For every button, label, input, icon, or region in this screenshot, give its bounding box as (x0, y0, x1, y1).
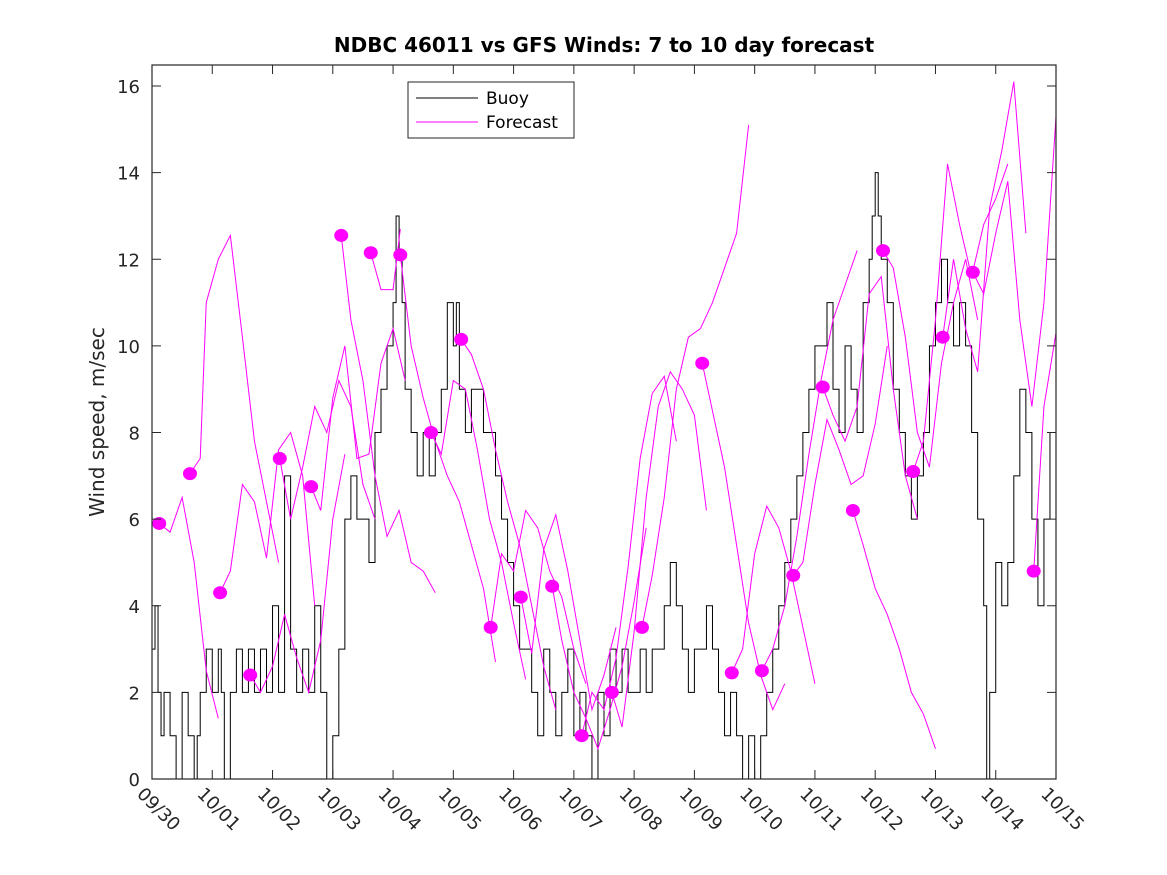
forecast-line (551, 527, 647, 751)
chart-title: NDBC 46011 vs GFS Winds: 7 to 10 day for… (334, 33, 875, 57)
legend-buoy-label: Buoy (486, 89, 529, 109)
buoy-series (152, 172, 1056, 780)
y-tick-label: 0 (129, 770, 140, 791)
forecast-line (581, 374, 677, 736)
y-tick-label: 6 (129, 510, 140, 531)
forecast-line (731, 504, 816, 684)
forecast-start-markers (152, 228, 1041, 743)
forecast-line (972, 116, 1057, 407)
forecast-line (219, 431, 316, 606)
forecast-start-marker (604, 685, 619, 699)
plot-area (152, 65, 1056, 779)
y-tick-label: 10 (117, 337, 140, 358)
forecast-line (701, 363, 786, 712)
forecast-line (340, 235, 436, 593)
forecast-start-marker (483, 620, 498, 634)
legend-box (407, 81, 575, 139)
forecast-line (912, 163, 1009, 472)
y-axis-label: Wind speed, m/sec (85, 327, 109, 517)
buoy-line (152, 172, 1056, 780)
y-tick-label: 14 (117, 164, 140, 185)
y-tick-label: 4 (129, 597, 140, 618)
forecast-start-marker (634, 620, 649, 634)
forecast-line (490, 509, 587, 684)
forecast-line (430, 379, 527, 680)
forecast-line (189, 233, 280, 563)
forecast-line (792, 345, 888, 576)
forecast-start-marker (935, 330, 950, 344)
forecast-line (822, 275, 918, 520)
forecast-start-marker (454, 332, 469, 346)
y-tick-label: 2 (129, 683, 140, 704)
forecast-line (882, 250, 979, 468)
forecast-start-marker (272, 451, 287, 465)
y-tick-label: 12 (117, 250, 140, 271)
forecast-start-marker (513, 590, 528, 604)
forecast-start-marker (243, 668, 258, 682)
forecast-line (249, 454, 346, 695)
forecast-start-marker (876, 244, 891, 258)
forecast-start-marker (786, 568, 801, 582)
forecast-start-marker (424, 426, 439, 439)
forecast-line (520, 512, 617, 712)
forecast-line (761, 250, 858, 671)
forecast-start-marker (754, 664, 769, 678)
axes-frame (151, 64, 1057, 780)
forecast-start-marker (724, 666, 739, 680)
forecast-start-marker (304, 480, 319, 494)
y-tick-label: 8 (129, 424, 140, 445)
forecast-line (852, 510, 936, 749)
forecast-line (399, 254, 497, 663)
forecast-line (611, 370, 707, 728)
forecast-line (942, 81, 1027, 372)
forecast-start-marker (393, 248, 408, 262)
forecast-start-marker (574, 729, 589, 743)
forecast-start-marker (845, 503, 860, 517)
forecast-start-marker (363, 246, 378, 260)
forecast-line (641, 124, 750, 628)
forecast-series (158, 81, 1057, 751)
forecast-start-marker (182, 467, 197, 481)
forecast-start-marker (906, 464, 921, 478)
forecast-start-marker (334, 228, 349, 242)
forecast-start-marker (695, 356, 710, 370)
forecast-start-marker (965, 265, 980, 279)
forecast-line (460, 339, 557, 710)
y-axis: 0 2 4 6 8 10 12 14 16 (117, 77, 1056, 791)
forecast-start-marker (815, 380, 830, 394)
forecast-line (310, 326, 406, 511)
forecast-line (158, 495, 219, 719)
forecast-start-marker (213, 586, 228, 600)
forecast-line (279, 378, 376, 520)
forecast-start-marker (1026, 564, 1041, 578)
legend-forecast-label: Forecast (486, 113, 558, 133)
legend: Buoy Forecast (407, 81, 575, 139)
y-tick-label: 16 (117, 77, 140, 98)
forecast-start-marker (152, 516, 167, 530)
forecast-start-marker (545, 579, 560, 593)
forecast-line (1033, 332, 1057, 572)
